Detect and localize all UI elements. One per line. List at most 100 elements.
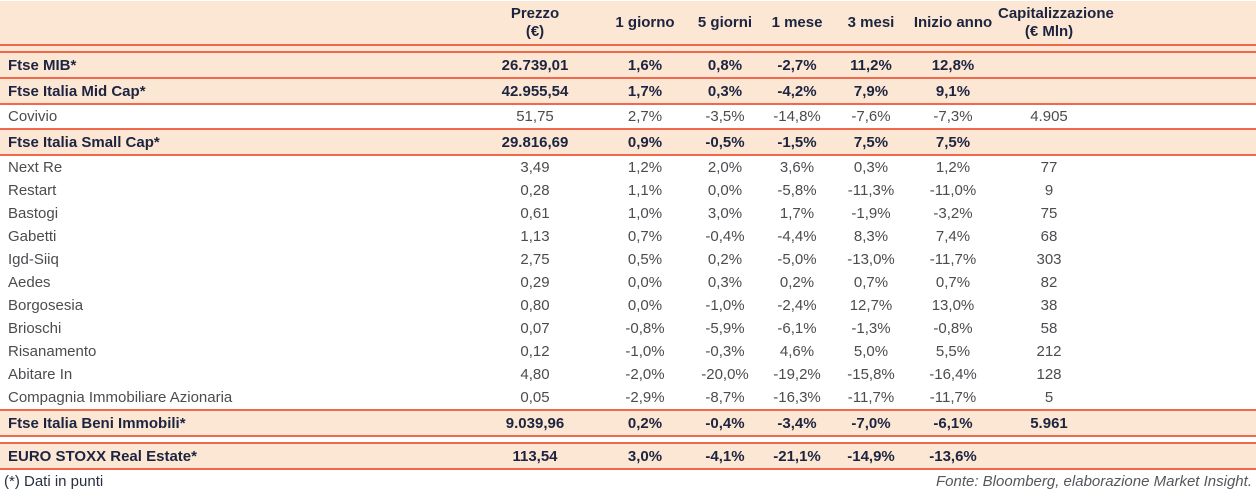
cell-g5: -0,5% (690, 128, 760, 156)
cell-m3: -14,9% (834, 442, 908, 470)
table-row: Ftse MIB* 26.739,01 1,6% 0,8% -2,7% 11,2% 12,8… (0, 51, 1256, 79)
cell-g1: 2,7% (600, 104, 690, 130)
cell-prezzo: 0,28 (470, 179, 600, 202)
cell-m3: 11,2% (834, 51, 908, 79)
cell-ytd: -7,3% (908, 104, 998, 130)
cell-m1: -3,4% (760, 409, 834, 437)
footnote: (*) Dati in punti (4, 473, 104, 490)
cell-g1: 1,0% (600, 202, 690, 225)
cell-ytd: -11,0% (908, 179, 998, 202)
cell-cap: 4.905 (998, 104, 1256, 130)
cell-g5: -4,1% (690, 442, 760, 470)
cell-m3: 7,5% (834, 128, 908, 156)
cell-ytd: -16,4% (908, 363, 998, 386)
cell-m1: -5,8% (760, 179, 834, 202)
cell-g1: 0,2% (600, 409, 690, 437)
cell-ytd: 7,5% (908, 128, 998, 156)
cell-g1: 0,0% (600, 271, 690, 294)
table-row: Covivio 51,75 2,7% -3,5% -14,8% -7,6% -7,3% 4.9… (0, 104, 1256, 130)
cell-g1: 1,1% (600, 179, 690, 202)
cell-cap: 212 (998, 340, 1256, 363)
cell-ytd: -11,7% (908, 248, 998, 271)
cell-g5: 0,8% (690, 51, 760, 79)
source-note: Fonte: Bloomberg, elaborazione Market In… (935, 473, 1252, 490)
col-header-capitalizzazione-line2: (€ Mln) (1024, 23, 1074, 40)
cell-prezzo: 0,29 (470, 271, 600, 294)
cell-g5: -0,3% (690, 340, 760, 363)
cell-m3: -13,0% (834, 248, 908, 271)
cell-g5: 2,0% (690, 155, 760, 179)
cell-cap: 5.961 (998, 409, 1256, 437)
cell-g1: 1,6% (600, 51, 690, 79)
cell-g1: -2,0% (600, 363, 690, 386)
cell-ytd: -6,1% (908, 409, 998, 437)
cell-cap (998, 128, 1256, 156)
cell-name: Restart (0, 179, 470, 202)
col-header-prezzo: Prezzo (€) (470, 1, 600, 46)
cell-g5: -1,0% (690, 294, 760, 317)
cell-m3: -15,8% (834, 363, 908, 386)
row-divider-gap (0, 435, 1256, 444)
cell-g5: -0,4% (690, 409, 760, 437)
cell-name: Bastogi (0, 202, 470, 225)
cell-m1: 4,6% (760, 340, 834, 363)
cell-cap: 303 (998, 248, 1256, 271)
cell-prezzo: 2,75 (470, 248, 600, 271)
cell-g1: 3,0% (600, 442, 690, 470)
table-row: Igd-Siiq 2,75 0,5% 0,2% -5,0% -13,0% -11,7% 303 (0, 248, 1256, 271)
cell-m3: -11,3% (834, 179, 908, 202)
cell-g5: -20,0% (690, 363, 760, 386)
cell-name: Brioschi (0, 317, 470, 340)
cell-m1: 1,7% (760, 202, 834, 225)
cell-m1: 0,2% (760, 271, 834, 294)
cell-m3: -1,9% (834, 202, 908, 225)
cell-g5: -3,5% (690, 104, 760, 130)
cell-g5: 0,3% (690, 271, 760, 294)
cell-ytd: -0,8% (908, 317, 998, 340)
table-row: Aedes 0,29 0,0% 0,3% 0,2% 0,7% 0,7% 82 (0, 271, 1256, 294)
cell-name: Compagnia Immobiliare Azionaria (0, 386, 470, 410)
cell-g5: -0,4% (690, 225, 760, 248)
cell-m1: -16,3% (760, 386, 834, 410)
cell-m3: -1,3% (834, 317, 908, 340)
cell-g5: -5,9% (690, 317, 760, 340)
cell-g1: -2,9% (600, 386, 690, 410)
table-row: Restart 0,28 1,1% 0,0% -5,8% -11,3% -11,0% 9 (0, 179, 1256, 202)
cell-cap: 68 (998, 225, 1256, 248)
cell-cap: 5 (998, 386, 1256, 410)
cell-ytd: 12,8% (908, 51, 998, 79)
col-header-name (0, 1, 470, 46)
cell-ytd: 9,1% (908, 77, 998, 105)
cell-m3: -7,0% (834, 409, 908, 437)
cell-name: Ftse Italia Mid Cap* (0, 77, 470, 105)
cell-g1: 0,9% (600, 128, 690, 156)
cell-m1: -2,7% (760, 51, 834, 79)
table-row: EURO STOXX Real Estate* 113,54 3,0% -4,1% -2… (0, 442, 1256, 470)
cell-g1: -0,8% (600, 317, 690, 340)
cell-prezzo: 4,80 (470, 363, 600, 386)
cell-m3: 0,3% (834, 155, 908, 179)
cell-g1: 0,5% (600, 248, 690, 271)
table-row: Gabetti 1,13 0,7% -0,4% -4,4% 8,3% 7,4% 68 (0, 225, 1256, 248)
col-header-capitalizzazione: Capitalizzazione (€ Mln) (998, 1, 1256, 46)
cell-prezzo: 3,49 (470, 155, 600, 179)
cell-name: Igd-Siiq (0, 248, 470, 271)
col-header-capitalizzazione-line1: Capitalizzazione (998, 5, 1114, 22)
indices-performance-table: Prezzo (€) 1 giorno 5 giorni 1 mese 3 me… (0, 1, 1256, 470)
cell-name: Gabetti (0, 225, 470, 248)
table-row: Ftse Italia Small Cap* 29.816,69 0,9% -0,5%… (0, 128, 1256, 156)
cell-prezzo: 29.816,69 (470, 128, 600, 156)
cell-m3: -11,7% (834, 386, 908, 410)
table-row: Brioschi 0,07 -0,8% -5,9% -6,1% -1,3% -0,8% 58 (0, 317, 1256, 340)
table-body: Ftse MIB* 26.739,01 1,6% 0,8% -2,7% 11,2% 12,8… (0, 51, 1256, 470)
col-header-1-giorno: 1 giorno (600, 1, 690, 46)
cell-ytd: -13,6% (908, 442, 998, 470)
cell-ytd: 7,4% (908, 225, 998, 248)
cell-name: Risanamento (0, 340, 470, 363)
cell-m1: -5,0% (760, 248, 834, 271)
cell-name: Aedes (0, 271, 470, 294)
cell-cap: 77 (998, 155, 1256, 179)
cell-name: Borgosesia (0, 294, 470, 317)
cell-g1: 1,7% (600, 77, 690, 105)
col-header-prezzo-line2: (€) (525, 23, 545, 40)
